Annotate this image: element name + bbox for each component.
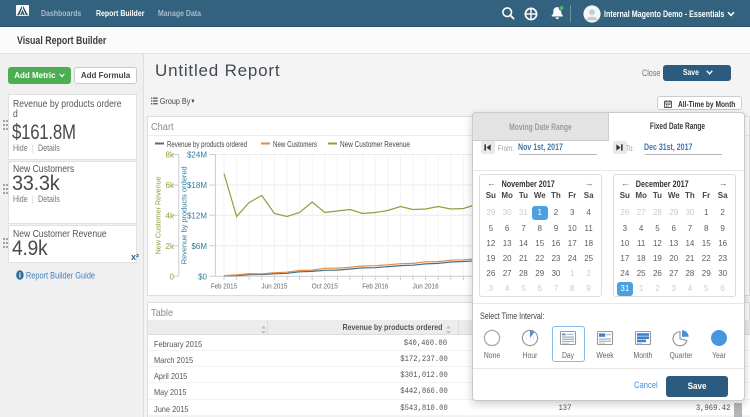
svg-text:Feb 2015: Feb 2015 [211,282,237,291]
svg-text:$0: $0 [198,272,207,281]
svg-text:2k: 2k [166,242,175,251]
svg-text:Revenue by products ordered: Revenue by products ordered [180,166,189,264]
svg-text:Revenue by products ordered: Revenue by products ordered [167,139,247,149]
svg-text:0: 0 [170,272,175,281]
svg-text:$12M: $12M [187,211,207,220]
svg-text:New Customers: New Customers [273,139,317,149]
svg-text:6k: 6k [166,181,175,190]
svg-text:$6M: $6M [191,242,207,251]
svg-text:4k: 4k [166,211,175,220]
svg-text:$24M: $24M [187,151,207,160]
svg-text:New Customer Revenue: New Customer Revenue [154,176,163,254]
svg-text:$18M: $18M [187,181,207,190]
svg-text:New Customer Revenue: New Customer Revenue [340,139,410,149]
svg-text:Oct 2015: Oct 2015 [312,282,338,291]
svg-text:Feb 2016: Feb 2016 [362,282,388,291]
svg-text:Jun 2016: Jun 2016 [413,282,439,291]
svg-text:8k: 8k [166,151,175,160]
svg-text:Jun 2015: Jun 2015 [261,282,287,291]
